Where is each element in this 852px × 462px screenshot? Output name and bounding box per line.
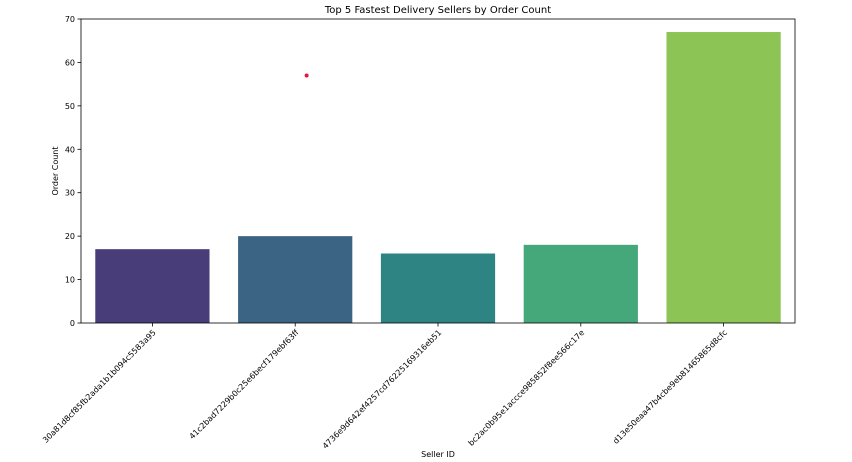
bar-3 bbox=[523, 244, 638, 323]
y-tick-label: 40 bbox=[65, 145, 75, 154]
y-axis-label: Order Count bbox=[51, 146, 60, 195]
y-tick-label: 30 bbox=[65, 189, 75, 198]
bar-2 bbox=[380, 253, 496, 323]
bar-0 bbox=[95, 249, 210, 323]
x-tick-label: 4736e9d642ef4257cd76225169316eb51 bbox=[321, 328, 444, 451]
x-tick-label: d13e50eaa47b4cbe9eb81465865d8cfc bbox=[611, 328, 729, 446]
x-tick-label: bc2ac0b95e1accce985852f8ee566c17e bbox=[466, 328, 586, 448]
y-tick-label: 70 bbox=[65, 15, 75, 24]
annotation-dot bbox=[304, 73, 309, 78]
x-tick-label: 30a81d8cf85fb2ada1b1b094c5583a95 bbox=[41, 328, 158, 445]
bar-4 bbox=[666, 32, 781, 324]
y-tick-label: 0 bbox=[70, 319, 75, 328]
y-tick-label: 10 bbox=[65, 276, 75, 285]
bar-1 bbox=[238, 236, 353, 323]
y-tick-label: 20 bbox=[65, 232, 75, 241]
y-tick-label: 50 bbox=[65, 102, 75, 111]
y-tick-label: 60 bbox=[65, 58, 75, 67]
x-tick-label: 41c2bad7229b0c25e6becf179ebf63ff bbox=[188, 328, 301, 441]
plot-area: 0 10 20 30 40 50 60 70 30a81d8cf85fb2ada1b1b094c… bbox=[41, 15, 796, 451]
x-axis-label: Seller ID bbox=[421, 450, 455, 459]
chart-title: Top 5 Fastest Delivery Sellers by Order … bbox=[324, 5, 551, 16]
